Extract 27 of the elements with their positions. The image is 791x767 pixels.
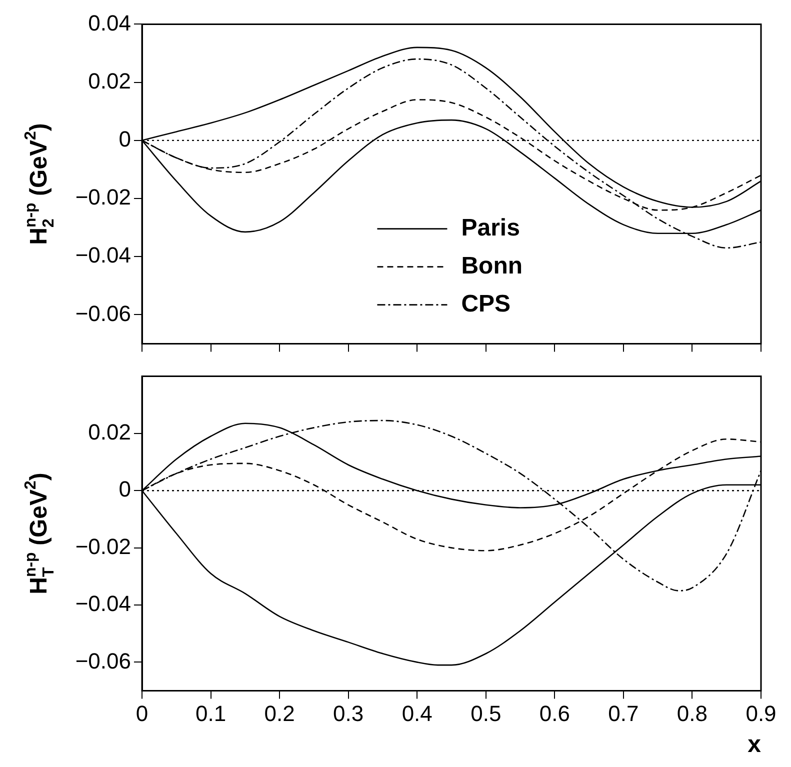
y-tick-label: 0	[118, 476, 131, 502]
y-tick-label: −0.02	[75, 534, 131, 559]
y-axis-title: H2n-p (GeV2)	[22, 123, 58, 245]
x-tick-label: 0.7	[608, 701, 639, 726]
x-tick-label: 0.9	[746, 701, 776, 726]
y-tick-label: −0.04	[75, 591, 131, 616]
x-tick-label: 0.8	[676, 701, 708, 726]
x-tick-label: 0.5	[470, 701, 502, 726]
y-tick-label: 0	[118, 126, 131, 152]
x-tick-label: 0.1	[195, 701, 226, 726]
y-tick-label: −0.04	[75, 242, 131, 268]
legend-label: Bonn	[461, 252, 523, 280]
y-tick-label: −0.06	[75, 648, 131, 674]
y-tick-label: 0.02	[88, 68, 131, 94]
x-tick-label: 0	[136, 701, 148, 726]
y-tick-label: −0.02	[75, 184, 131, 210]
x-tick-label: 0.6	[539, 701, 570, 726]
y-tick-label: 0.02	[88, 419, 131, 444]
x-tick-label: 0.3	[333, 701, 364, 726]
legend-label: CPS	[461, 290, 511, 318]
y-axis-title: HTn-p (GeV2)	[22, 472, 58, 594]
legend-label: Paris	[461, 214, 520, 242]
y-tick-label: 0.04	[88, 10, 131, 36]
x-tick-label: 0.2	[264, 701, 295, 726]
y-tick-label: −0.06	[75, 300, 131, 326]
x-tick-label: 0.4	[402, 701, 432, 726]
x-axis-title: x	[748, 731, 762, 758]
